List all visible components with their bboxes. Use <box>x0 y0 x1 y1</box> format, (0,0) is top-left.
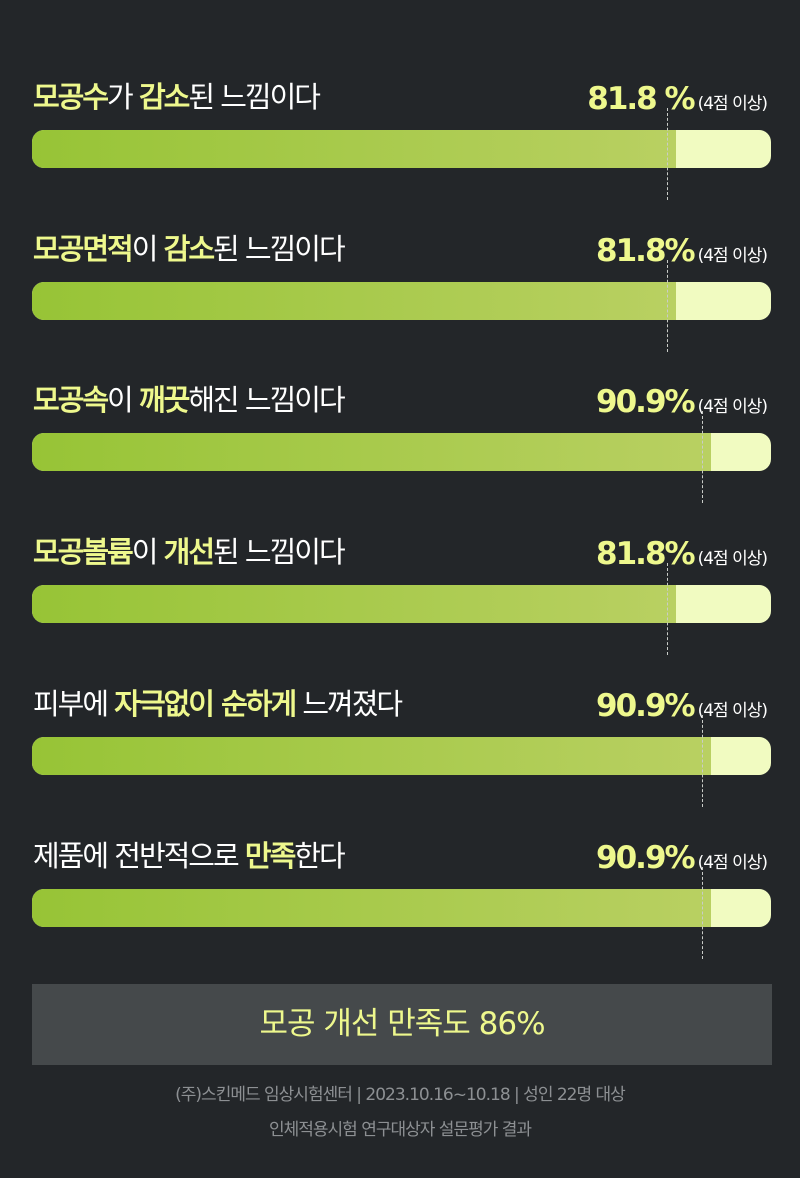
criteria-note: (4점 이상) <box>697 701 768 721</box>
percent-value: 90.9% <box>596 840 696 876</box>
result-row: 모공속이 깨끗해진 느낌이다 90.9% (4점 이상) <box>0 383 800 550</box>
progress-bar <box>32 130 771 168</box>
percent-value: 81.8% <box>596 536 696 572</box>
percent-value: 81.8 % <box>587 81 695 117</box>
marker-line <box>702 411 704 503</box>
progress-fill <box>32 433 712 471</box>
progress-bar <box>32 889 771 927</box>
plain-text: 해진 느낌이다 <box>188 383 345 417</box>
progress-bar <box>32 282 771 320</box>
marker-line <box>667 108 668 200</box>
percent-value: 90.9% <box>596 688 696 724</box>
footer-source: (주)스킨메드 임상시험센터 | 2023.10.16~10.18 | 성인 2… <box>175 1085 626 1105</box>
row-value: 81.8% (4점 이상) <box>596 231 768 276</box>
highlight-text: 만족 <box>244 839 296 873</box>
progress-fill <box>32 585 676 623</box>
progress-fill <box>32 282 676 320</box>
progress-bar <box>32 737 771 775</box>
result-row: 모공수가 감소된 느낌이다 81.8 % (4점 이상) <box>0 80 800 247</box>
result-row: 피부에 자극없이 순하게 느껴졌다 90.9% (4점 이상) <box>0 687 800 854</box>
percent-value: 81.8% <box>596 233 696 269</box>
plain-text: 이 <box>131 232 164 266</box>
highlight-text: 개선 <box>163 535 215 569</box>
result-row: 제품에 전반적으로 만족한다 90.9% (4점 이상) <box>0 839 800 1006</box>
progress-fill <box>32 737 712 775</box>
result-row: 모공면적이 감소된 느낌이다 81.8% (4점 이상) <box>0 232 800 399</box>
plain-text: 된 느낌이다 <box>188 80 321 114</box>
plain-text: 된 느낌이다 <box>213 232 346 266</box>
criteria-note: (4점 이상) <box>697 246 768 266</box>
marker-line <box>667 260 668 352</box>
highlight-text: 감소 <box>138 80 190 114</box>
highlight-text: 감소 <box>163 232 215 266</box>
row-title: 모공볼륨이 개선된 느낌이다 <box>33 532 346 572</box>
plain-text: 이 <box>131 535 164 569</box>
plain-text: 피부에 <box>33 687 115 721</box>
highlight-text: 깨끗 <box>138 383 190 417</box>
progress-fill <box>32 889 712 927</box>
highlight-text: 모공수 <box>33 80 109 114</box>
summary-banner: 모공 개선 만족도 86% <box>32 984 772 1065</box>
row-value: 81.8% (4점 이상) <box>596 534 768 579</box>
row-title: 모공속이 깨끗해진 느낌이다 <box>33 380 346 420</box>
plain-text: 가 <box>107 80 139 114</box>
highlight-text: 자극없이 순하게 <box>114 687 297 721</box>
marker-line <box>702 715 704 807</box>
highlight-text: 모공면적 <box>33 232 134 266</box>
percent-value: 90.9% <box>596 384 696 420</box>
criteria-note: (4점 이상) <box>697 397 768 417</box>
plain-text: 이 <box>107 383 139 417</box>
row-title: 모공면적이 감소된 느낌이다 <box>33 229 346 269</box>
row-value: 81.8 % (4점 이상) <box>587 79 768 124</box>
marker-line <box>702 867 704 959</box>
footer-description: 인체적용시험 연구대상자 설문평가 결과 <box>268 1120 532 1140</box>
row-value: 90.9% (4점 이상) <box>596 686 768 731</box>
row-title: 피부에 자극없이 순하게 느껴졌다 <box>33 684 403 724</box>
row-value: 90.9% (4점 이상) <box>596 382 768 427</box>
highlight-text: 모공속 <box>33 383 109 417</box>
row-title: 제품에 전반적으로 만족한다 <box>33 836 346 876</box>
plain-text: 한다 <box>294 839 345 873</box>
plain-text: 제품에 전반적으로 <box>33 839 245 873</box>
row-title: 모공수가 감소된 느낌이다 <box>33 77 321 117</box>
result-row: 모공볼륨이 개선된 느낌이다 81.8% (4점 이상) <box>0 535 800 702</box>
progress-fill <box>32 130 676 168</box>
criteria-note: (4점 이상) <box>697 94 768 114</box>
criteria-note: (4점 이상) <box>697 853 768 873</box>
plain-text: 된 느낌이다 <box>213 535 346 569</box>
progress-bar <box>32 585 771 623</box>
row-value: 90.9% (4점 이상) <box>596 838 768 883</box>
marker-line <box>667 563 668 655</box>
highlight-text: 모공볼륨 <box>33 535 134 569</box>
progress-bar <box>32 433 771 471</box>
criteria-note: (4점 이상) <box>697 549 768 569</box>
plain-text: 느껴졌다 <box>295 687 403 721</box>
